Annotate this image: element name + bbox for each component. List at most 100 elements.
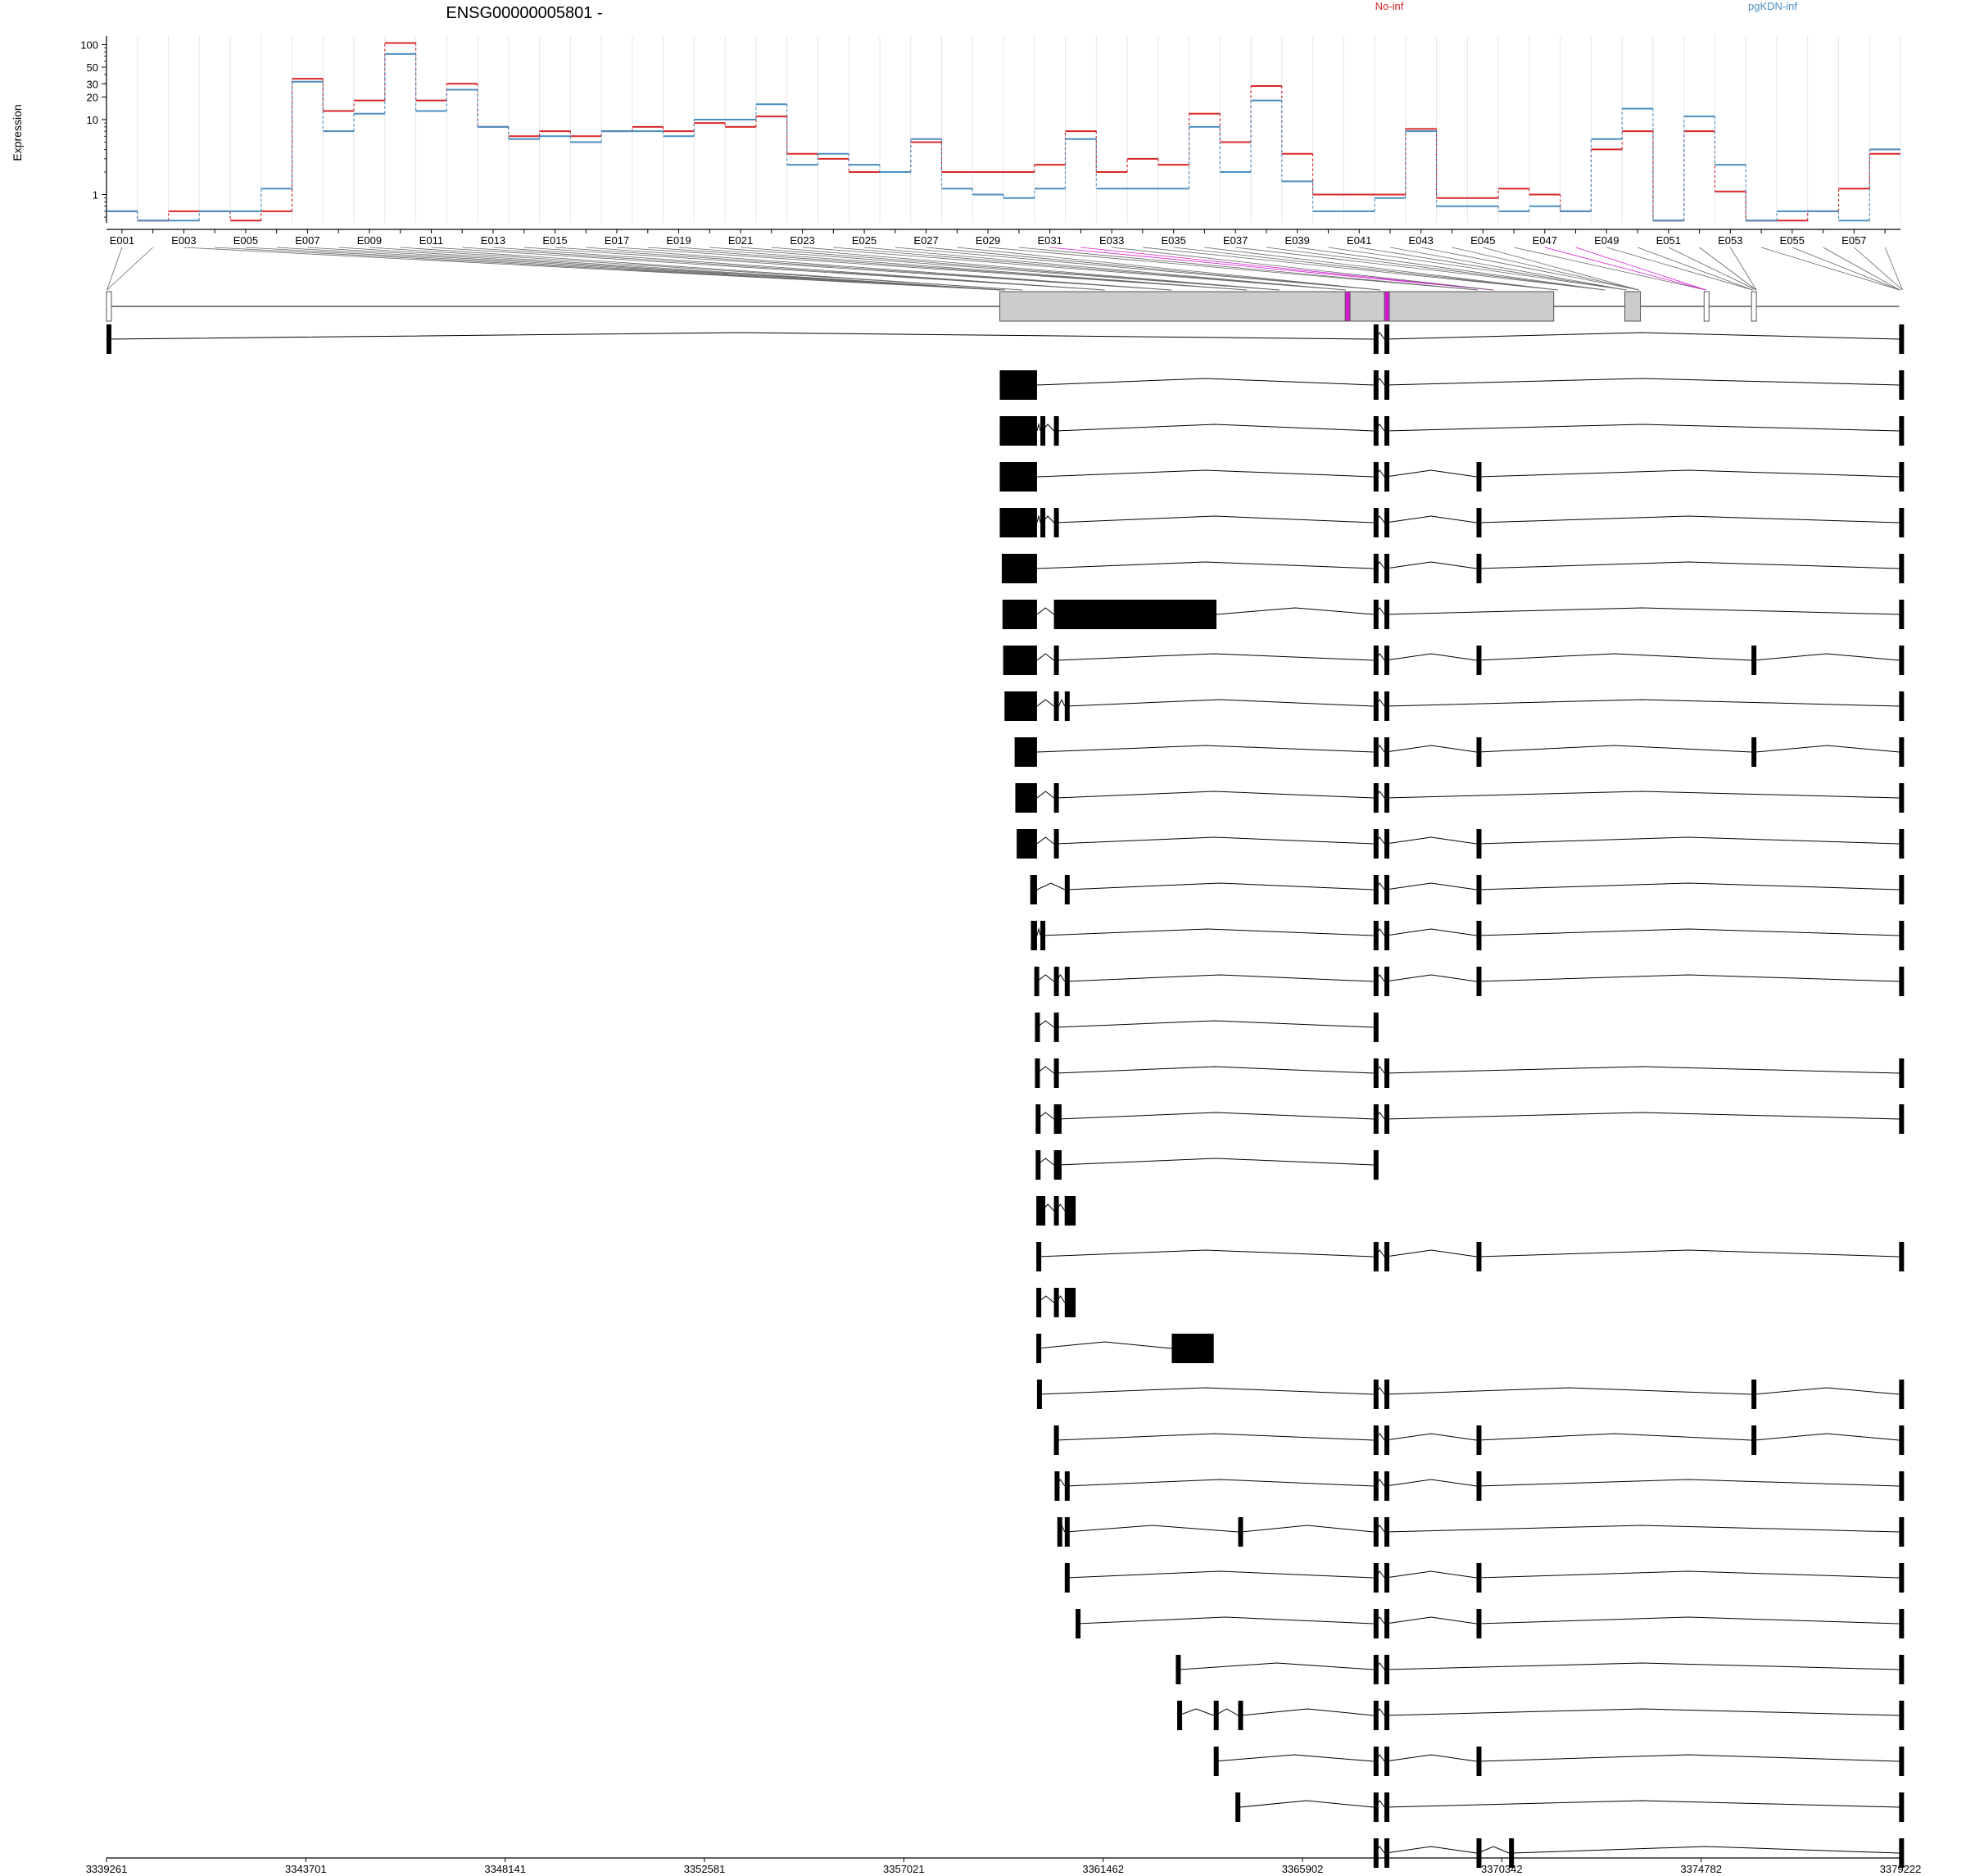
transcript-exon	[1373, 646, 1379, 675]
transcript-exon	[1384, 1425, 1390, 1455]
genome-tick-label: 3348141	[484, 1863, 526, 1875]
transcript-exon	[1899, 875, 1905, 904]
transcript-exon	[1001, 554, 1037, 583]
y-tick-label: 1	[93, 189, 98, 202]
exon-connector	[1483, 247, 1639, 291]
transcript-exon	[1373, 1380, 1379, 1409]
transcript-exon	[1036, 1380, 1042, 1409]
transcript-intron	[1240, 1525, 1374, 1533]
exon-label: E053	[1718, 234, 1742, 247]
transcript-exon	[1384, 1242, 1390, 1271]
transcript-intron	[1478, 1570, 1900, 1579]
exon-connector	[1328, 247, 1627, 291]
transcript-intron	[1385, 378, 1900, 386]
transcript-exon	[1053, 646, 1059, 675]
transcript-exon	[1509, 1838, 1515, 1868]
transcript-intron	[1076, 1616, 1374, 1625]
transcript-exon	[1899, 1380, 1905, 1409]
transcript-exon	[1034, 967, 1040, 996]
transcript-exon	[1899, 508, 1905, 537]
transcript-row	[1034, 967, 1905, 996]
transcript-exon	[1899, 324, 1905, 354]
genome-tick-label: 3339261	[86, 1863, 128, 1875]
transcript-exon	[1899, 646, 1905, 675]
transcript-intron	[1066, 1479, 1374, 1487]
exon-connector	[555, 247, 1172, 291]
transcript-exon	[1053, 1288, 1059, 1317]
exon-connector	[1854, 247, 1903, 291]
transcript-exon	[1384, 508, 1390, 537]
transcript-exon	[1384, 646, 1390, 675]
transcript-exon	[1213, 1747, 1219, 1776]
series-pgKDN-inf	[106, 52, 1900, 222]
transcript-row	[1001, 554, 1905, 583]
transcript-exon	[1053, 1013, 1059, 1042]
transcript-intron	[1036, 469, 1374, 478]
transcript-intron	[1478, 1616, 1900, 1625]
transcript-intron	[1478, 561, 1900, 569]
transcript-intron	[1036, 882, 1066, 890]
transcript-exon	[1476, 829, 1482, 859]
transcript-exon	[1373, 1792, 1379, 1822]
transcript-exon	[1384, 1058, 1390, 1088]
transcript-intron	[1385, 1570, 1477, 1579]
exon-connector	[709, 247, 1280, 291]
transcript-exon	[1899, 1425, 1905, 1455]
exon-connector	[1049, 247, 1494, 291]
transcript-exon	[1373, 737, 1379, 767]
transcript-intron	[1036, 791, 1054, 799]
exon-connector	[338, 247, 1006, 291]
transcript-exon	[1036, 1288, 1042, 1317]
transcript-intron	[1385, 699, 1900, 707]
transcript-row	[1036, 1196, 1076, 1226]
transcript-exon	[1476, 554, 1482, 583]
transcript-exon	[1003, 646, 1037, 675]
transcript-intron	[1385, 928, 1477, 936]
transcript-exon	[1053, 1104, 1059, 1134]
transcript-exon	[1373, 1838, 1379, 1868]
exon-connector	[106, 247, 153, 291]
exon-label: E001	[110, 234, 134, 247]
transcript-exon	[1040, 508, 1046, 537]
exon-connector	[1112, 247, 1494, 291]
transcript-exon	[1384, 1655, 1390, 1684]
transcript-exon	[999, 370, 1037, 400]
genome-tick-label: 3370342	[1481, 1863, 1523, 1875]
transcript-intron	[1056, 836, 1374, 845]
transcript-intron	[1478, 1479, 1900, 1487]
exon-connector	[647, 247, 1248, 291]
transcript-intron	[1037, 1387, 1374, 1395]
transcript-exon	[1373, 829, 1379, 859]
transcript-row	[1035, 1058, 1905, 1088]
exon-label: E011	[419, 234, 443, 247]
transcript-exon	[1384, 370, 1390, 400]
transcript-exon	[1040, 416, 1046, 446]
transcript-intron	[1385, 882, 1477, 890]
exon-connector	[586, 247, 1172, 291]
exon-connector	[895, 247, 1381, 291]
transcript-exon	[1476, 1563, 1482, 1593]
transcript-intron	[1056, 1020, 1374, 1028]
transcript-intron	[1385, 607, 1900, 615]
transcript-exon	[1899, 1701, 1905, 1730]
transcript-exon	[1373, 370, 1379, 400]
exon-connector	[741, 247, 1280, 291]
exon-connector	[369, 247, 1023, 291]
transcript-exon	[106, 324, 111, 354]
transcript-exon	[1238, 1517, 1243, 1547]
exon-connector	[957, 247, 1381, 291]
transcript-intron	[1216, 607, 1374, 615]
transcript-row	[1035, 1013, 1379, 1042]
transcript-exon	[1235, 1792, 1241, 1822]
exon-label: E051	[1656, 234, 1681, 247]
transcript-exon	[1373, 1150, 1379, 1180]
transcript-exon	[1064, 875, 1070, 904]
exon-connector	[771, 247, 1280, 291]
transcript-exon	[1053, 508, 1059, 537]
exon-label: E031	[1037, 234, 1062, 247]
transcript-exon	[1384, 1747, 1390, 1776]
exon-label: E015	[542, 234, 567, 247]
transcript-exon	[1056, 1150, 1062, 1180]
exon-connector	[1699, 247, 1757, 291]
